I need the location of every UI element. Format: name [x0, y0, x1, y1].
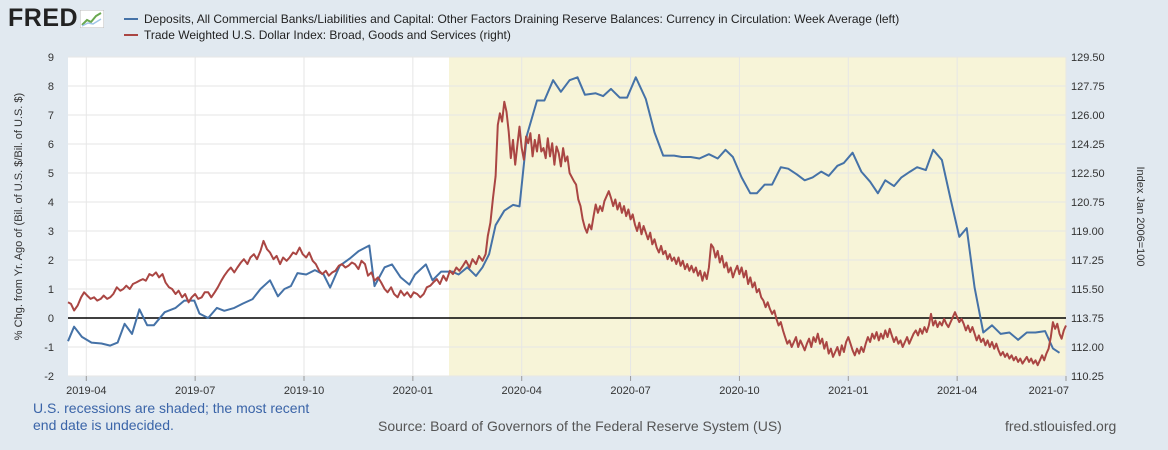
x-tick-label: 2020-01: [393, 385, 433, 397]
y-tick-label-right: 113.75: [1071, 313, 1104, 325]
fred-logo: FRED: [8, 4, 105, 32]
x-axis: 2019-04 2019-07 2019-10 2020-01 2020-04 2020-…: [66, 376, 1069, 397]
y-axis-label-left: % Chg. from Yr. Ago of (Bil. of U.S. $/B…: [13, 93, 25, 340]
legend-item-deposits[interactable]: Deposits, All Commercial Banks/Liabiliti…: [124, 12, 899, 26]
y-tick-label-left: 4: [48, 197, 54, 209]
y-tick-label-right: 117.25: [1071, 255, 1104, 267]
y-tick-label-right: 110.25: [1071, 371, 1104, 383]
y-tick-label-left: 3: [48, 226, 54, 238]
y-tick-label-right: 124.25: [1071, 139, 1105, 151]
source-note: Source: Board of Governors of the Federa…: [378, 418, 782, 434]
series-group: [67, 76, 1067, 367]
y-tick-label-right: 122.50: [1071, 168, 1105, 180]
y-tick-label-right: 112.00: [1071, 342, 1104, 354]
y-tick-label-left: 6: [48, 139, 54, 151]
y-tick-label-right: 115.50: [1071, 284, 1104, 296]
x-tick-label: 2019-07: [175, 385, 215, 397]
y-tick-label-right: 127.75: [1071, 81, 1105, 93]
x-tick-label: 2020-07: [610, 385, 650, 397]
legend-label-dollar-index: Trade Weighted U.S. Dollar Index: Broad,…: [144, 28, 511, 42]
x-tick-label: 2021-01: [828, 385, 868, 397]
y-tick-label-left: 9: [48, 52, 54, 64]
series-line-dollar-index: [67, 100, 1067, 367]
left-axis: -2 -1 0 1 2 3 4 5 6 7 8 9: [44, 52, 54, 383]
recession-note: U.S. recessions are shaded; the most rec…: [33, 400, 333, 434]
recession-note-line1: U.S. recessions are shaded; the most rec…: [33, 400, 310, 416]
legend-item-dollar-index[interactable]: Trade Weighted U.S. Dollar Index: Broad,…: [124, 28, 511, 42]
x-tick-label: 2019-04: [66, 385, 106, 397]
y-tick-label-right: 120.75: [1071, 197, 1105, 209]
fred-chart-icon: [80, 9, 105, 28]
fred-logo-text: FRED: [8, 4, 79, 32]
x-tick-label: 2021-07: [1029, 385, 1069, 397]
right-axis: 110.25 112.00 113.75 115.50 117.25 119.00 120.…: [1071, 52, 1105, 383]
y-axis-label-right: Index Jan 2006=100: [1134, 166, 1146, 266]
y-tick-label-left: 2: [48, 255, 54, 267]
x-tick-label: 2019-10: [284, 385, 324, 397]
y-tick-label-right: 126.00: [1071, 110, 1105, 122]
y-tick-label-left: 0: [48, 313, 54, 325]
source-url[interactable]: fred.stlouisfed.org: [1005, 418, 1117, 434]
y-tick-label-left: 5: [48, 168, 54, 180]
y-tick-label-left: 1: [48, 284, 54, 296]
series-line-deposits: [67, 76, 1061, 354]
x-tick-label: 2020-10: [719, 385, 759, 397]
y-tick-label-right: 129.50: [1071, 52, 1105, 64]
y-tick-label-right: 119.00: [1071, 226, 1104, 238]
legend-label-deposits: Deposits, All Commercial Banks/Liabiliti…: [144, 12, 900, 26]
recession-note-line2: end date is undecided.: [33, 417, 174, 433]
y-tick-label-left: 8: [48, 81, 54, 93]
legend-swatch-dollar-index: [124, 34, 138, 36]
y-tick-label-left: -2: [44, 371, 54, 383]
y-tick-label-left: 7: [48, 110, 54, 122]
gridlines: [68, 56, 1067, 377]
y-tick-label-left: -1: [44, 342, 54, 354]
x-tick-label: 2021-04: [937, 385, 977, 397]
legend-swatch-deposits: [124, 18, 138, 20]
x-tick-label: 2020-04: [502, 385, 542, 397]
